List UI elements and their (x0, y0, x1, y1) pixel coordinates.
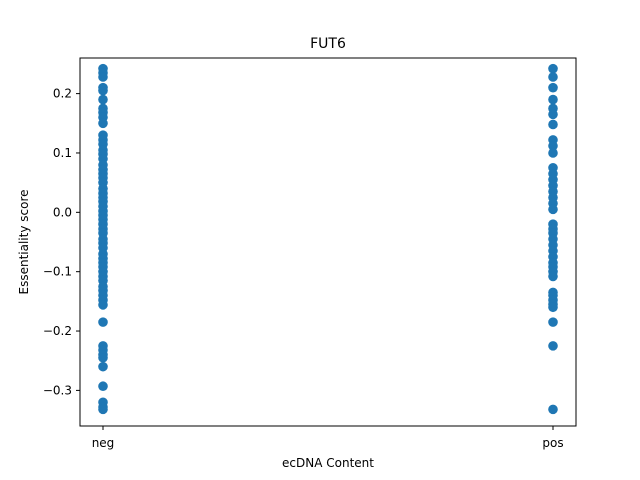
data-point-pos (548, 204, 558, 215)
y-axis-ticks: −0.3 −0.2 −0.1 0.0 0.1 0.2 (43, 87, 80, 397)
data-point-pos (548, 341, 558, 351)
data-point-neg (98, 85, 108, 96)
data-point-pos (548, 63, 558, 74)
data-point-pos (548, 72, 558, 82)
data-point-pos (548, 148, 558, 158)
plot-frame (79, 57, 577, 427)
data-point-pos (548, 302, 558, 313)
x-tick-label-pos: pos (542, 436, 563, 450)
y-tick-label: 0.2 (53, 87, 72, 101)
x-axis-label: ecDNA Content (282, 456, 374, 470)
data-point-pos (548, 82, 558, 93)
y-tick-label: −0.2 (43, 324, 72, 338)
data-point-neg (98, 300, 108, 310)
data-point-neg (98, 381, 108, 392)
data-point-pos (548, 141, 558, 151)
x-axis-ticks: neg pos (92, 426, 564, 450)
data-points (98, 63, 558, 415)
data-point-neg (98, 404, 108, 415)
y-tick-label: −0.1 (43, 265, 72, 279)
data-point-neg (98, 72, 108, 82)
data-point-pos (548, 94, 558, 105)
chart-title: FUT6 (310, 36, 346, 52)
data-point-pos (548, 404, 558, 415)
data-point-pos (548, 271, 558, 282)
data-point-neg (98, 352, 108, 363)
data-point-pos (548, 317, 558, 327)
data-point-neg (98, 317, 108, 327)
y-axis-label: Essentiality score (17, 190, 31, 295)
x-tick-label-neg: neg (92, 436, 115, 450)
y-tick-label: 0.1 (53, 146, 72, 160)
data-point-neg (98, 118, 108, 129)
data-point-pos (548, 109, 558, 120)
data-point-neg (98, 361, 108, 372)
data-point-neg (98, 94, 108, 105)
y-tick-label: −0.3 (43, 383, 72, 397)
data-point-pos (548, 119, 558, 130)
y-tick-label: 0.0 (53, 205, 72, 219)
